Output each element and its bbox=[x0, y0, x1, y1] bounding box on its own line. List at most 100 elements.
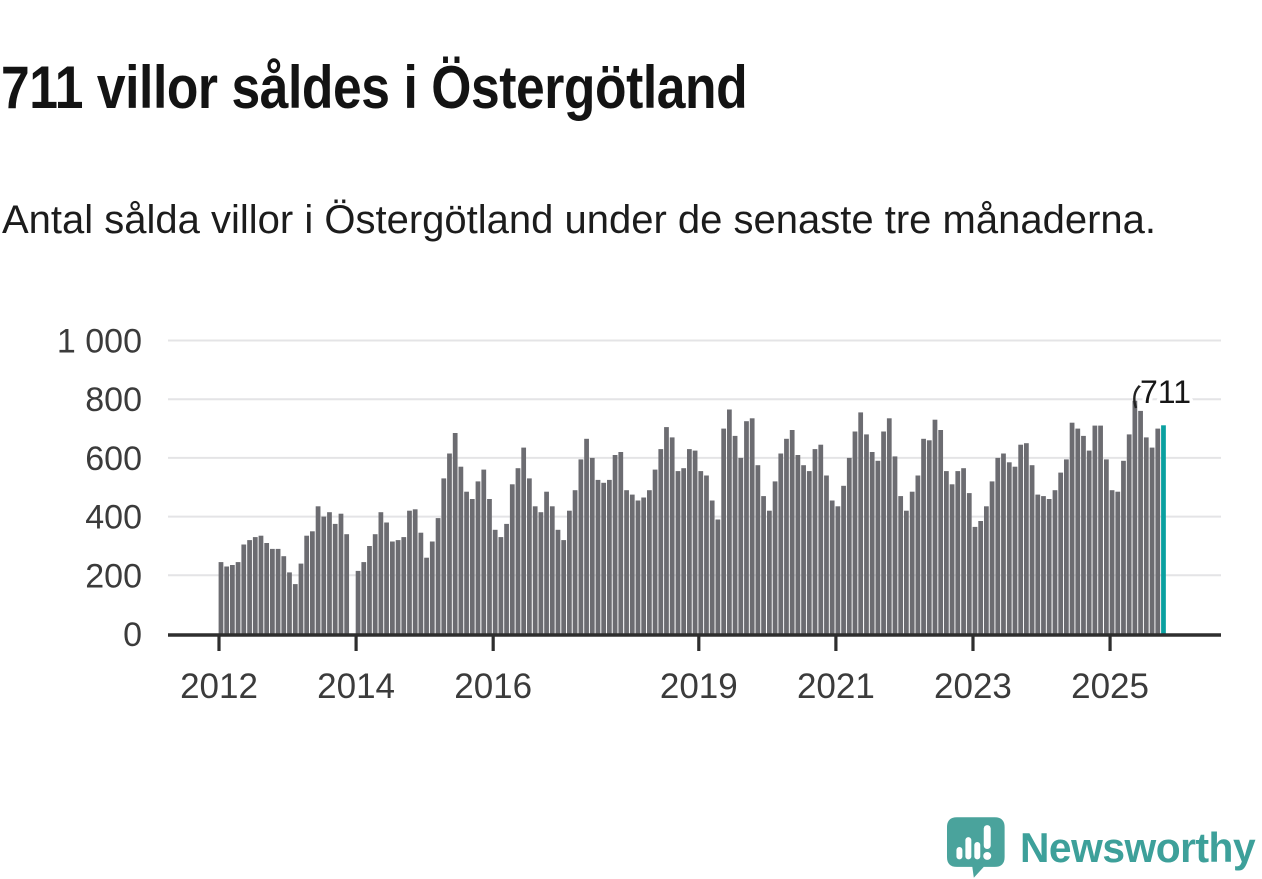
logo-bar-medium bbox=[974, 842, 981, 860]
bar bbox=[258, 535, 264, 634]
bar bbox=[275, 548, 281, 634]
bar bbox=[732, 435, 738, 634]
logo-bar-tall bbox=[965, 837, 972, 860]
bar bbox=[784, 438, 789, 634]
bar bbox=[367, 546, 372, 634]
bar bbox=[1126, 434, 1132, 634]
bar bbox=[1046, 499, 1052, 634]
y-axis-tick-label: 400 bbox=[85, 499, 142, 537]
bar bbox=[464, 491, 469, 634]
bar bbox=[287, 572, 292, 634]
x-axis-tick-label: 2023 bbox=[934, 667, 1012, 706]
bar bbox=[1115, 491, 1121, 634]
bar bbox=[658, 449, 664, 634]
bar bbox=[1006, 462, 1012, 634]
bar bbox=[966, 493, 972, 634]
bar bbox=[778, 453, 784, 634]
bar bbox=[1024, 443, 1029, 634]
bar bbox=[1064, 459, 1069, 634]
bar bbox=[864, 434, 869, 634]
bar bbox=[984, 506, 989, 634]
x-axis-tick-label: 2021 bbox=[797, 667, 875, 706]
bar bbox=[218, 562, 224, 634]
bar bbox=[304, 535, 310, 634]
bar bbox=[247, 540, 252, 634]
bar bbox=[664, 427, 669, 634]
bar bbox=[875, 460, 881, 634]
x-axis-tick-label: 2012 bbox=[180, 667, 258, 706]
bar bbox=[607, 479, 612, 634]
bar bbox=[881, 431, 886, 634]
bar bbox=[1012, 466, 1018, 634]
bar bbox=[841, 485, 846, 634]
bar bbox=[292, 584, 298, 634]
bar bbox=[469, 499, 475, 634]
bar bbox=[687, 449, 692, 634]
bar bbox=[938, 430, 944, 634]
bar bbox=[727, 409, 732, 634]
bar bbox=[321, 516, 327, 634]
bar bbox=[572, 490, 578, 634]
bar bbox=[824, 475, 829, 634]
bar bbox=[1001, 453, 1006, 634]
bar bbox=[378, 512, 384, 634]
y-axis-tick-label: 600 bbox=[85, 440, 142, 478]
bar bbox=[704, 475, 709, 634]
bar bbox=[1075, 428, 1081, 634]
bar bbox=[806, 471, 812, 634]
bar bbox=[549, 506, 555, 634]
bar bbox=[641, 497, 647, 634]
bar bbox=[852, 431, 858, 634]
bar bbox=[761, 496, 766, 634]
logo-bar-small bbox=[956, 847, 963, 860]
bar bbox=[1092, 425, 1098, 634]
bar bbox=[235, 562, 241, 634]
bar bbox=[1104, 459, 1109, 634]
bar bbox=[521, 447, 527, 634]
chart-subtitle: Antal sålda villor i Östergötland under … bbox=[2, 198, 1157, 242]
bar bbox=[1052, 490, 1058, 634]
newsworthy-logo-icon bbox=[946, 817, 1005, 878]
bar bbox=[1041, 496, 1046, 634]
bar bbox=[515, 468, 521, 634]
bar bbox=[1143, 437, 1149, 634]
bar bbox=[401, 537, 407, 634]
bar bbox=[441, 478, 447, 634]
bar bbox=[344, 534, 350, 634]
bar bbox=[989, 481, 995, 634]
x-axis-tick-label: 2014 bbox=[317, 667, 395, 706]
bar bbox=[926, 440, 932, 634]
bar bbox=[395, 540, 401, 634]
x-axis-tick-label: 2025 bbox=[1071, 667, 1149, 706]
bar bbox=[1121, 460, 1126, 634]
bar bbox=[944, 471, 949, 634]
x-axis-tick-label: 2019 bbox=[660, 667, 738, 706]
bar bbox=[281, 556, 287, 634]
bar bbox=[995, 457, 1001, 634]
bar bbox=[795, 455, 801, 634]
annotation-leader-line bbox=[1133, 380, 1151, 409]
bar bbox=[310, 531, 315, 634]
bar bbox=[338, 513, 344, 634]
bar bbox=[892, 456, 898, 634]
bar bbox=[509, 484, 515, 634]
bar bbox=[555, 529, 561, 634]
bar bbox=[361, 562, 367, 634]
bar bbox=[1029, 465, 1035, 634]
bar bbox=[230, 565, 235, 634]
bar bbox=[789, 430, 795, 634]
highlight-bar-latest bbox=[1161, 425, 1166, 634]
logo-exclamation-dot bbox=[983, 851, 992, 860]
bar bbox=[504, 523, 509, 634]
bar bbox=[224, 566, 230, 634]
bar bbox=[412, 509, 418, 634]
bar bbox=[298, 563, 304, 634]
bar bbox=[767, 510, 772, 634]
bar bbox=[1035, 494, 1041, 634]
latest-value-annotation: 711 bbox=[1140, 374, 1191, 410]
bar bbox=[458, 466, 464, 634]
bar bbox=[915, 475, 921, 634]
bar bbox=[595, 479, 601, 634]
bar bbox=[909, 491, 915, 634]
